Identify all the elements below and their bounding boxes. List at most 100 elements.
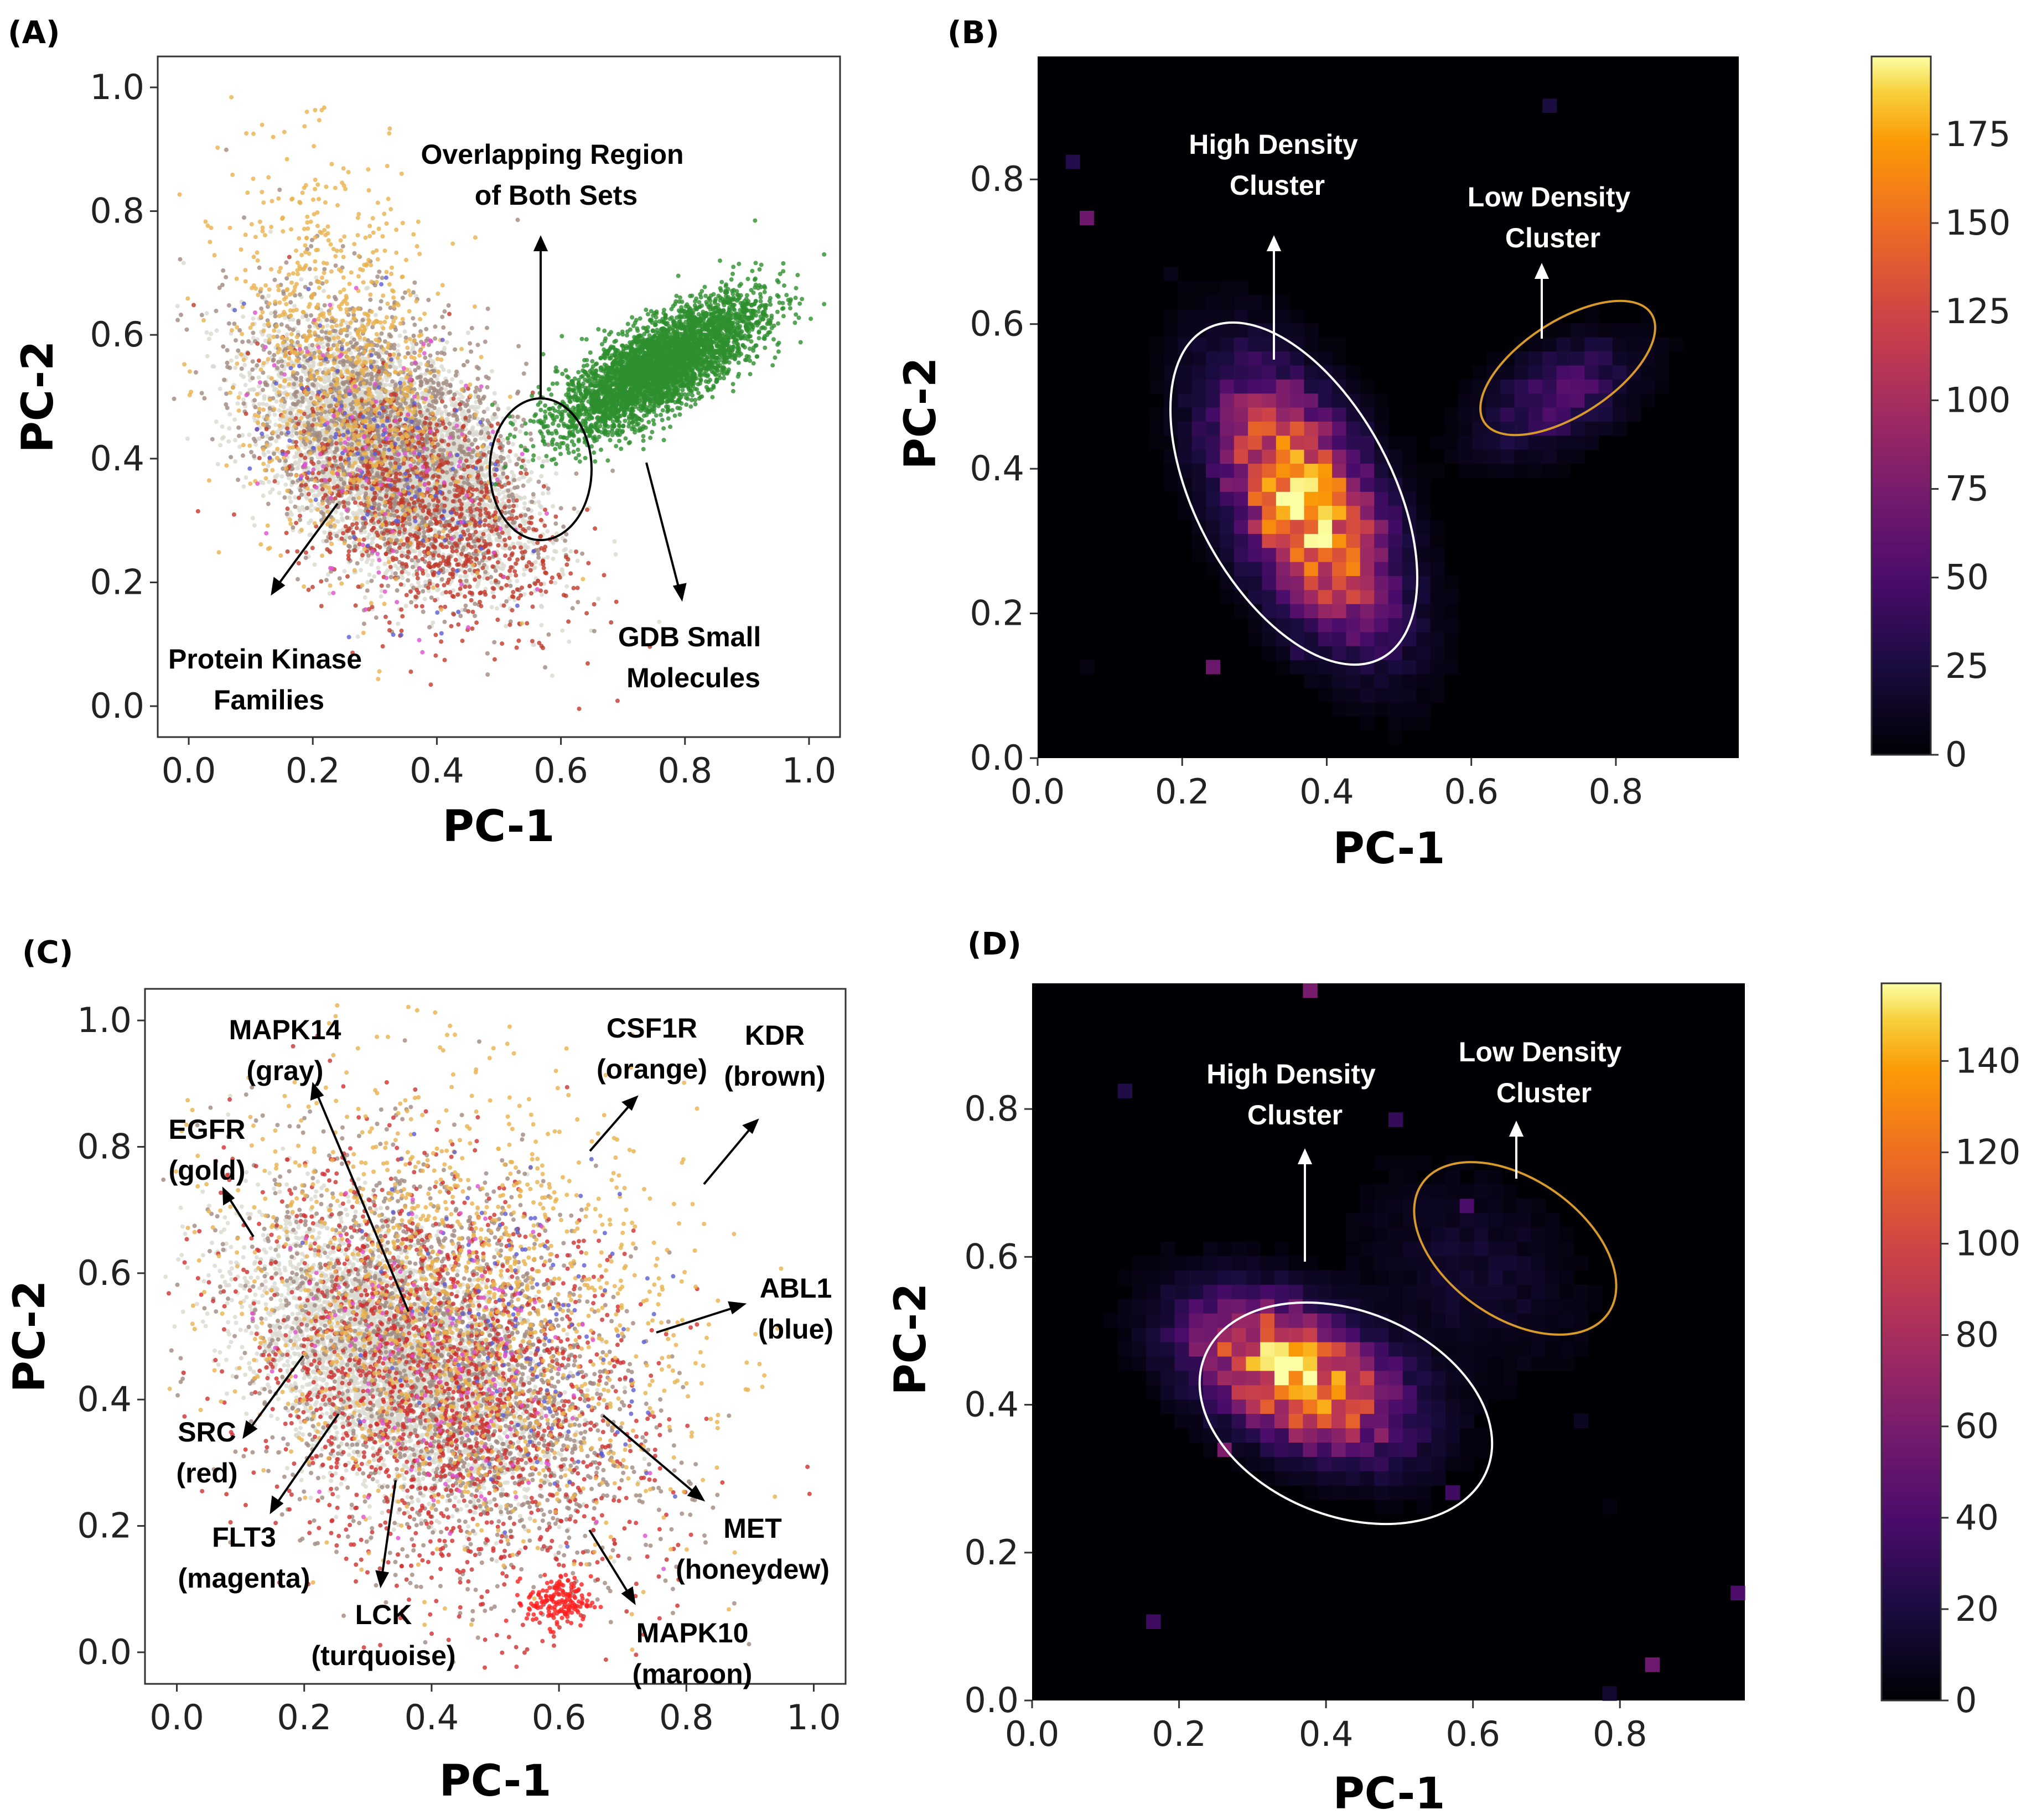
scatter-point [442,345,447,350]
scatter-point [241,484,246,489]
scatter-point [294,466,299,471]
scatter-point [485,407,490,412]
scatter-point [519,496,524,501]
scatter-point [220,424,225,429]
scatter-point [229,358,234,363]
scatter-point [434,588,439,593]
scatter-point [384,571,388,575]
scatter-point [470,425,475,430]
scatter-point [362,530,367,534]
scatter-point [238,391,242,396]
scatter-point [357,508,362,512]
scatter-point [471,433,476,438]
scatter-point [233,365,238,370]
scatter-point [261,493,266,498]
scatter-point [355,634,360,639]
scatter-point [550,673,555,678]
panel-label-c: (C) [22,935,73,971]
scatter-point [206,336,211,341]
scatter-point [396,343,401,348]
scatter-point [385,378,390,382]
scatter-point [517,429,522,434]
scatter-point [528,477,533,482]
scatter-point [370,558,375,563]
scatter-point [511,442,515,447]
scatter-point [277,490,282,495]
scatter-point [546,490,551,495]
scatter-point [526,539,531,544]
scatter-point [322,288,327,293]
scatter-point [376,566,381,570]
scatter-point [522,592,527,597]
scatter-point [241,314,246,319]
scatter-point [529,470,534,475]
scatter-point [293,495,298,500]
scatter-point [300,369,305,374]
scatter-point [515,579,520,584]
scatter-point [307,521,312,526]
scatter-point [328,449,333,454]
scatter-point [277,408,282,413]
scatter-point [287,495,292,500]
scatter-point [235,401,240,406]
scatter-point [489,605,494,610]
scatter-point [334,518,339,523]
scatter-point [299,277,304,282]
scatter-point [241,375,246,379]
scatter-point [215,462,220,466]
scatter-point [288,499,293,504]
scatter-point [289,512,294,517]
scatter-point [504,624,509,629]
scatter-point [511,473,516,478]
scatter-point [327,378,331,383]
scatter-point [237,444,242,449]
scatter-point [365,286,370,291]
scatter-point [540,592,545,597]
scatter-point [243,475,248,480]
scatter-point [426,573,431,578]
scatter-point [449,447,454,452]
scatter-point [464,574,469,579]
scatter-point [325,323,330,328]
scatter-point [262,394,267,399]
scatter-point [612,539,617,544]
scatter-point [226,439,231,444]
scatter-point [276,329,281,334]
scatter-point [441,367,446,372]
scatter-point [450,377,455,382]
scatter-point [327,591,332,596]
scatter-point [209,331,214,336]
scatter-point [351,540,356,545]
scatter-point [247,432,252,437]
scatter-point [373,313,378,318]
scatter-point [340,518,345,523]
scatter-point [440,591,445,596]
scatter-point [551,556,556,561]
scatter-point [279,474,284,479]
scatter-point [458,574,463,579]
scatter-point [320,460,325,465]
scatter-point [220,436,225,441]
scatter-point [372,574,377,579]
scatter-point [205,354,210,359]
scatter-point [214,419,219,424]
scatter-point [447,369,452,374]
panel-label-b: (B) [947,15,999,51]
scatter-point [416,580,421,585]
scatter-point [568,549,573,554]
scatter-point [359,568,364,573]
scatter-point [489,580,494,585]
scatter-point [268,229,273,234]
scatter-point [517,476,522,481]
scatter-point [367,572,372,577]
scatter-point [396,621,401,626]
scatter-point [312,562,317,567]
scatter-point [476,405,481,409]
scatter-point [437,407,442,412]
scatter-point [539,474,544,479]
scatter-point [522,521,527,526]
scatter-point [319,384,324,389]
scatter-point [257,402,262,407]
scatter-point [339,512,344,517]
scatter-point [545,458,550,463]
